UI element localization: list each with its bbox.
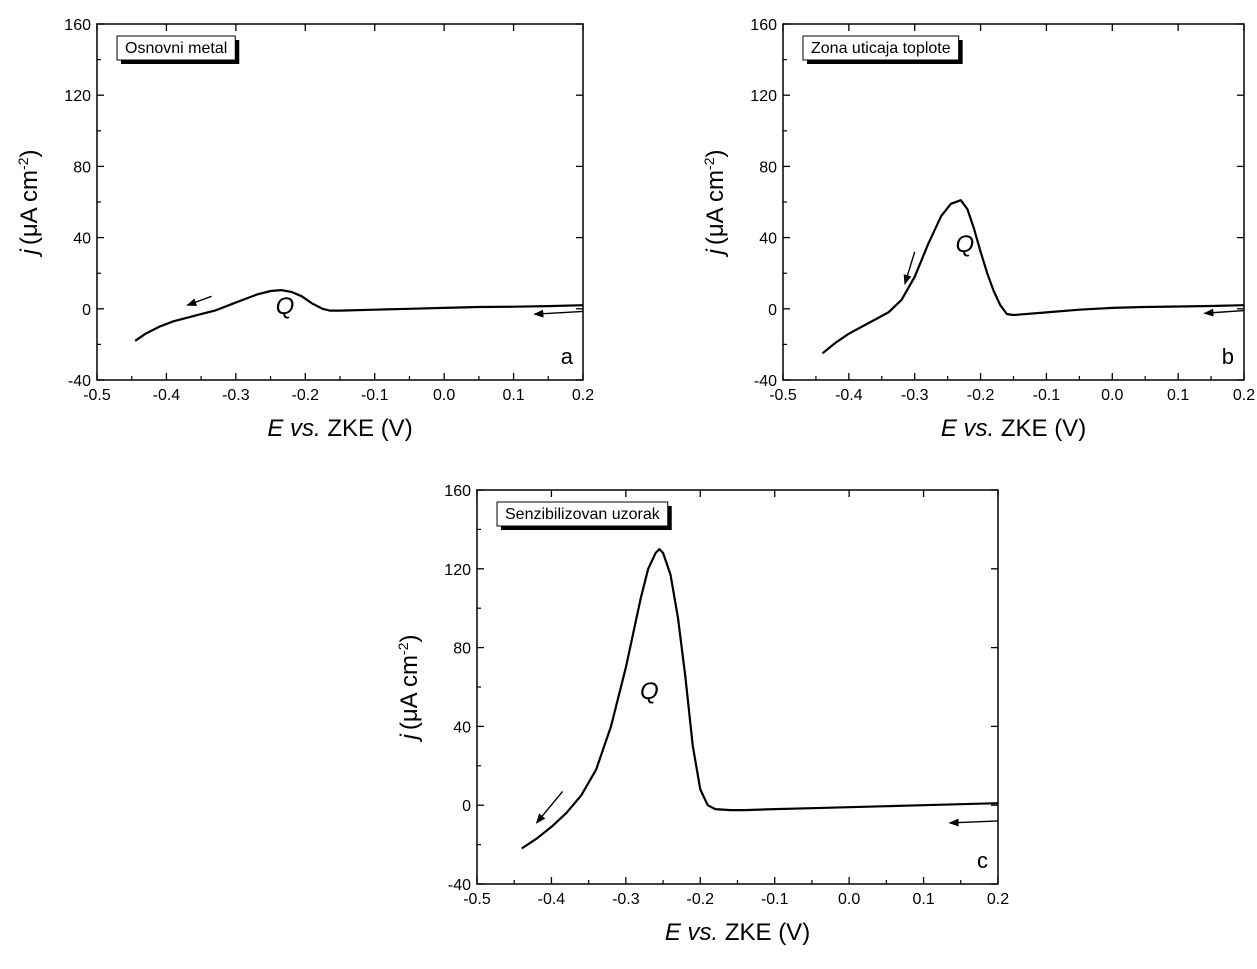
sweep-direction-arrow	[903, 251, 916, 285]
y-tick-label: 0	[82, 302, 91, 319]
panel-letter: a	[561, 344, 574, 369]
legend-label: Osnovni metal	[125, 40, 227, 57]
y-tick-label: 40	[73, 231, 91, 248]
panel-letter: b	[1222, 344, 1234, 369]
peak-label: Q	[955, 231, 974, 258]
y-axis-title-close: )	[396, 635, 423, 643]
legend-label: Zona uticaja toplote	[811, 40, 951, 57]
x-tick-label: -0.5	[83, 387, 111, 404]
legend-label: Senzibilizovan uzorak	[505, 506, 661, 523]
y-tick-label: 160	[444, 483, 471, 500]
x-tick-label: -0.2	[291, 387, 319, 404]
series-line	[134, 289, 584, 342]
plot-frame	[96, 23, 584, 381]
y-axis-title-sup: -2	[395, 642, 411, 655]
x-tick-label: 0.1	[1167, 387, 1189, 404]
x-axis-title-var: E	[941, 415, 958, 442]
legend-box	[802, 35, 960, 61]
y-tick-label: -40	[754, 373, 777, 390]
y-tick-label: 120	[444, 562, 471, 579]
y-tick-label: 160	[64, 17, 91, 34]
x-axis-title-var: E	[665, 919, 682, 946]
sweep-direction-arrow	[186, 295, 212, 306]
x-axis-title: E vs. ZKE (V)	[267, 415, 412, 442]
x-tick-label: 0.0	[838, 891, 860, 908]
sweep-direction-arrow	[1203, 308, 1245, 317]
peak-label: Q	[276, 293, 295, 320]
x-tick-label: -0.4	[835, 387, 863, 404]
x-tick-label: -0.5	[769, 387, 797, 404]
y-tick-label: 0	[768, 302, 777, 319]
y-tick-label: 0	[462, 798, 471, 815]
x-axis-title-var: E	[267, 415, 284, 442]
x-tick-label: -0.2	[686, 891, 714, 908]
y-tick-label: 80	[73, 159, 91, 176]
x-axis-title-unit: ZKE (V)	[725, 919, 810, 946]
series-line	[821, 199, 1245, 355]
y-axis-title: j (μA cm-2)	[701, 150, 729, 258]
x-tick-label: 0.1	[502, 387, 524, 404]
x-tick-label: -0.3	[612, 891, 640, 908]
y-axis-title-unit: (μA cm	[16, 170, 43, 245]
x-axis-title-unit: ZKE (V)	[1001, 415, 1086, 442]
y-tick-label: 40	[759, 231, 777, 248]
y-axis-title: j (μA cm-2)	[15, 150, 43, 258]
x-tick-label: -0.1	[1033, 387, 1061, 404]
x-tick-label: 0.2	[1233, 387, 1255, 404]
sweep-direction-arrow	[535, 790, 564, 824]
x-tick-label: -0.1	[361, 387, 389, 404]
x-axis-title-vs: vs.	[290, 415, 321, 442]
x-tick-label: -0.3	[901, 387, 929, 404]
x-axis-title: E vs. ZKE (V)	[665, 919, 810, 946]
panel-a: -0.5 -0.4 -0.3 -0.2 -0.1 0.0 0.1 0.2 -40 0 40 80 120…	[15, 17, 594, 442]
x-tick-label: -0.5	[463, 891, 491, 908]
x-tick-label: 0.0	[1101, 387, 1123, 404]
plot-frame	[782, 23, 1245, 381]
x-tick-label: -0.2	[967, 387, 995, 404]
x-tick-label: -0.3	[222, 387, 250, 404]
y-tick-label: 40	[453, 719, 471, 736]
x-axis-title-vs: vs.	[688, 919, 719, 946]
y-axis-title-close: )	[16, 150, 43, 158]
y-tick-label: 160	[750, 17, 777, 34]
series-line	[521, 548, 999, 850]
y-axis-title-sup: -2	[15, 157, 31, 170]
x-axis-title-vs: vs.	[964, 415, 995, 442]
y-axis-title-var: j	[702, 248, 729, 257]
y-tick-label: 120	[64, 88, 91, 105]
y-tick-label: -40	[448, 877, 471, 894]
x-tick-label: 0.2	[572, 387, 594, 404]
peak-label: Q	[640, 678, 659, 705]
panel-letter: c	[977, 848, 988, 873]
y-tick-label: 80	[759, 159, 777, 176]
panel-c: -0.5 -0.4 -0.3 -0.2 -0.1 0.0 0.1 0.2 -40 0 40 80 120…	[395, 483, 1009, 946]
y-axis-title-var: j	[396, 733, 423, 742]
y-tick-label: -40	[68, 373, 91, 390]
x-tick-label: 0.1	[912, 891, 934, 908]
y-axis-title-unit: (μA cm	[702, 170, 729, 245]
x-tick-label: -0.4	[153, 387, 181, 404]
sweep-direction-arrow	[948, 818, 999, 827]
legend-box	[116, 35, 236, 61]
y-axis-title-sup: -2	[701, 157, 717, 170]
y-tick-label: 80	[453, 641, 471, 658]
x-tick-label: 0.2	[987, 891, 1009, 908]
legend-box	[496, 501, 669, 527]
y-tick-label: 120	[750, 88, 777, 105]
x-tick-label: -0.1	[761, 891, 789, 908]
y-axis-title-var: j	[16, 248, 43, 257]
x-tick-label: -0.4	[538, 891, 566, 908]
y-axis-title-unit: (μA cm	[396, 655, 423, 730]
x-axis-title-unit: ZKE (V)	[327, 415, 412, 442]
x-axis-title: E vs. ZKE (V)	[941, 415, 1086, 442]
y-axis-title: j (μA cm-2)	[395, 635, 423, 743]
panel-b: -0.5 -0.4 -0.3 -0.2 -0.1 0.0 0.1 0.2 -40 0 40 80 120…	[701, 17, 1255, 442]
y-axis-title-close: )	[702, 150, 729, 158]
sweep-direction-arrow	[533, 309, 584, 318]
x-tick-label: 0.0	[433, 387, 455, 404]
